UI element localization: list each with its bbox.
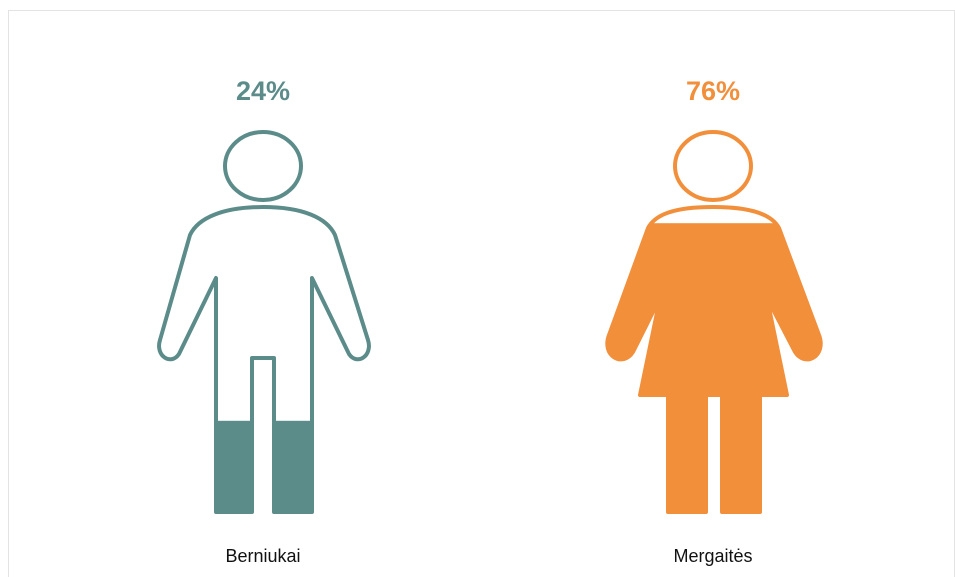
figure-outline [157, 205, 371, 514]
figure-outline [605, 205, 823, 514]
figure-head [673, 130, 753, 202]
fill-level [607, 223, 821, 512]
figure-head [223, 130, 303, 202]
category-label: Berniukai [225, 546, 300, 566]
frame [8, 10, 955, 577]
value-label: 24% [236, 76, 290, 106]
category-label: Mergaitės [673, 546, 752, 566]
fill-level [159, 420, 369, 512]
value-label: 76% [686, 76, 740, 106]
